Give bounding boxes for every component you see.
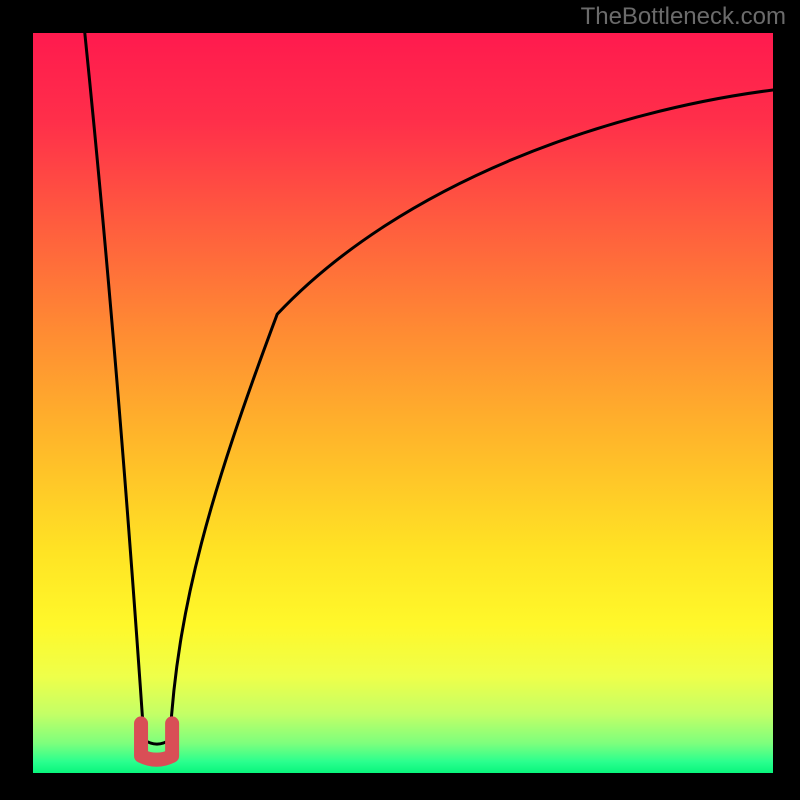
chart-plot-area	[33, 33, 773, 773]
chart-svg	[33, 33, 773, 773]
watermark-text: TheBottleneck.com	[581, 3, 786, 31]
gradient-background	[33, 33, 773, 773]
